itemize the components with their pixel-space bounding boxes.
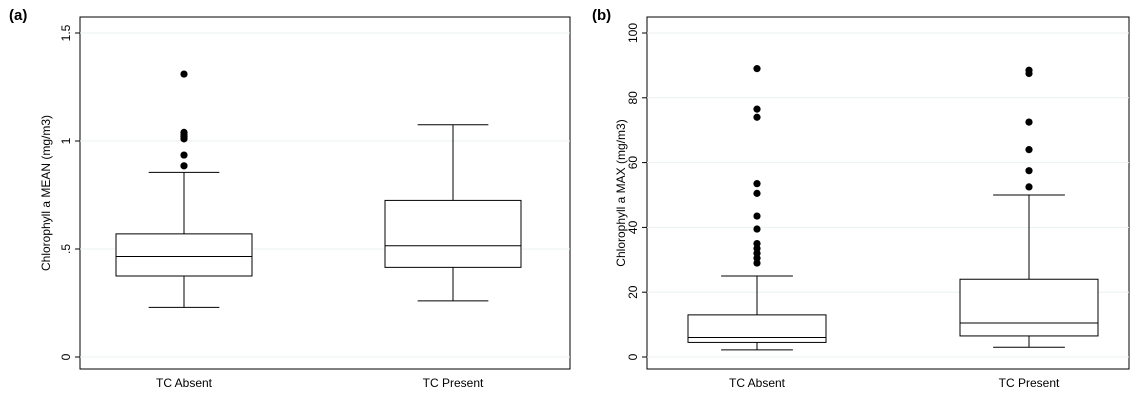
y-axis-title: Chlorophyll a MEAN (mg/m3) [39, 115, 53, 271]
category-label: TC Present [423, 376, 484, 390]
y-tick-label: 1 [59, 137, 73, 144]
iqr-box [384, 199, 522, 268]
outlier-point [1025, 146, 1033, 154]
box-tc-present [384, 124, 522, 302]
panel-label: (b) [592, 7, 611, 24]
panel-label: (a) [9, 7, 27, 24]
outlier-point [1025, 183, 1033, 191]
y-axis-title: Chlorophyll a MAX (mg/m3) [614, 119, 628, 266]
outlier-point [753, 65, 761, 73]
outlier-point [1025, 66, 1033, 74]
iqr-box [687, 314, 827, 343]
outlier-point [753, 212, 761, 220]
y-tick-label: 60 [626, 156, 640, 170]
box-tc-absent [115, 70, 253, 308]
outlier-point [753, 225, 761, 233]
iqr-box [959, 278, 1099, 337]
y-tick-label: 40 [626, 220, 640, 234]
iqr-box [115, 233, 253, 277]
outlier-point [753, 105, 761, 113]
box-tc-present [959, 66, 1099, 348]
outlier-point [753, 189, 761, 197]
outlier-point [180, 128, 188, 136]
y-tick-label: 20 [626, 285, 640, 299]
y-tick-label: .5 [59, 244, 73, 254]
outlier-point [180, 151, 188, 159]
category-label: TC Absent [729, 376, 786, 390]
outlier-point [180, 70, 188, 78]
y-tick-label: 1.5 [59, 24, 73, 41]
outlier-point [753, 180, 761, 188]
y-tick-label: 80 [626, 91, 640, 105]
outlier-point [1025, 167, 1033, 175]
outlier-point [753, 240, 761, 248]
box-tc-absent [687, 65, 827, 351]
outlier-point [180, 162, 188, 170]
chart-panel-a: 0 .5 1 1.5 Chlorophyll a MEAN (mg/m3) (a) TC A… [9, 7, 571, 390]
outlier-point [753, 113, 761, 121]
outlier-point [1025, 118, 1033, 126]
y-tick-label: 0 [626, 353, 640, 360]
category-label: TC Present [999, 376, 1060, 390]
y-tick-label: 100 [626, 23, 640, 43]
y-tick-label: 0 [59, 353, 73, 360]
chart-panel-b: 0 20 40 60 80 100 Chlorophyll a MAX (mg/m3) (b)… [592, 7, 1130, 390]
category-label: TC Absent [156, 376, 213, 390]
plot-frame [79, 16, 571, 370]
